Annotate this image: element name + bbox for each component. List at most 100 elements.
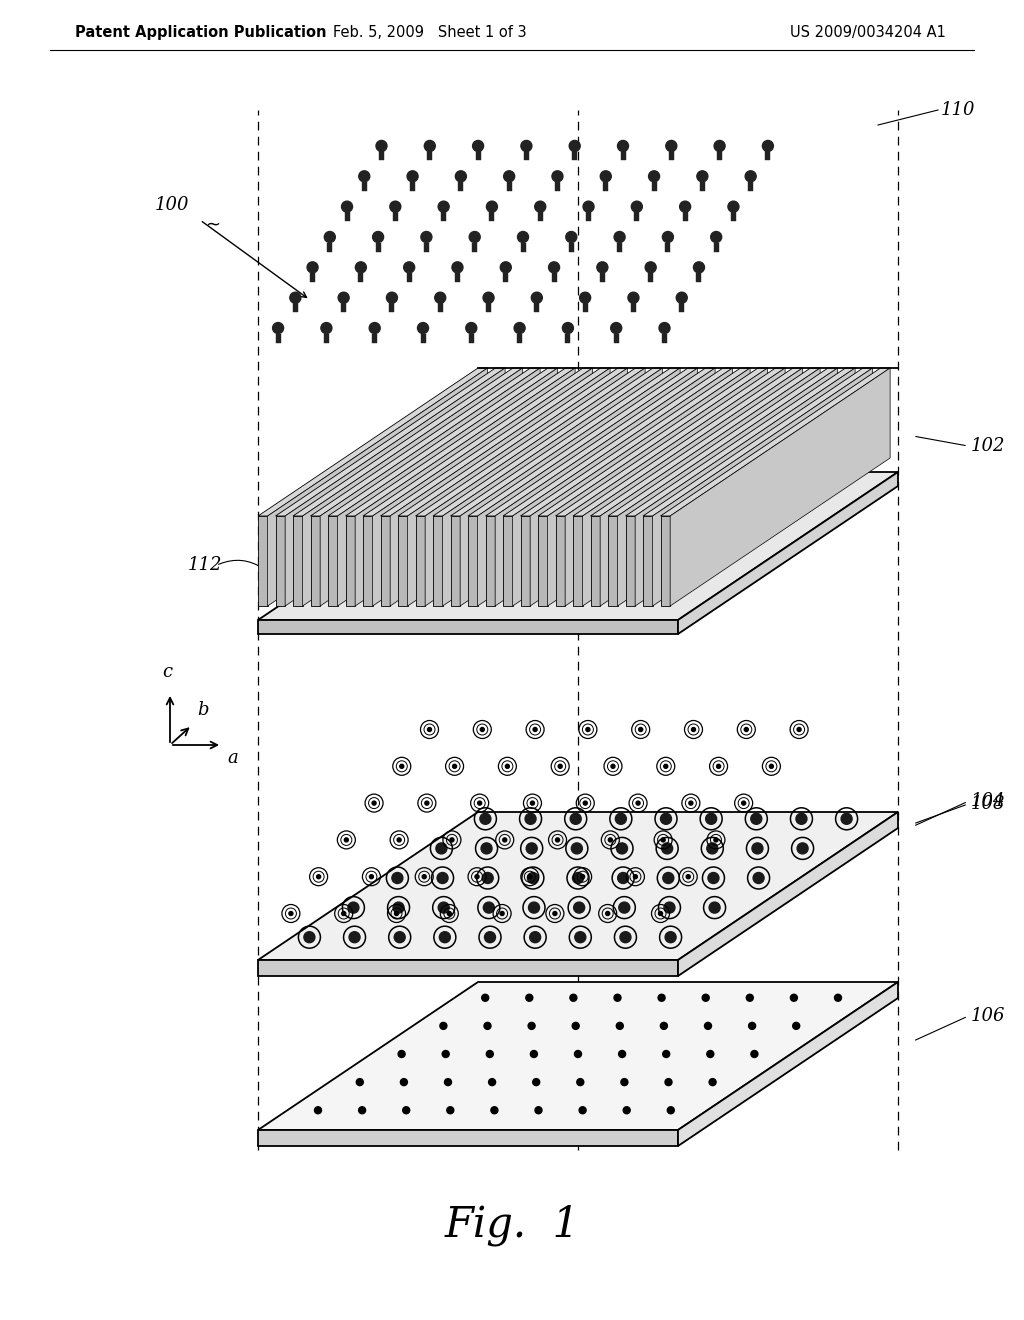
Circle shape xyxy=(664,764,668,768)
Circle shape xyxy=(636,801,640,805)
Polygon shape xyxy=(451,368,680,516)
Circle shape xyxy=(617,140,629,152)
Polygon shape xyxy=(379,152,384,161)
Circle shape xyxy=(549,261,559,273)
Circle shape xyxy=(488,1078,496,1085)
Polygon shape xyxy=(361,182,367,191)
Polygon shape xyxy=(381,368,610,516)
Circle shape xyxy=(408,170,418,182)
Circle shape xyxy=(707,843,718,854)
Polygon shape xyxy=(535,304,540,313)
Polygon shape xyxy=(538,213,543,222)
Text: 110: 110 xyxy=(941,102,976,119)
Circle shape xyxy=(666,140,677,152)
Polygon shape xyxy=(358,273,364,282)
Polygon shape xyxy=(328,243,333,252)
Circle shape xyxy=(686,875,690,879)
Polygon shape xyxy=(468,516,477,606)
Circle shape xyxy=(618,1051,626,1057)
Circle shape xyxy=(663,231,674,243)
Circle shape xyxy=(714,140,725,152)
Text: Feb. 5, 2009   Sheet 1 of 3: Feb. 5, 2009 Sheet 1 of 3 xyxy=(333,25,526,40)
Circle shape xyxy=(534,727,538,731)
Circle shape xyxy=(421,231,432,243)
Circle shape xyxy=(386,292,397,304)
Polygon shape xyxy=(310,273,315,282)
Circle shape xyxy=(486,201,498,213)
Polygon shape xyxy=(586,213,591,222)
Circle shape xyxy=(663,873,674,883)
Polygon shape xyxy=(393,213,398,222)
Polygon shape xyxy=(275,334,281,343)
Circle shape xyxy=(572,873,584,883)
Circle shape xyxy=(580,292,591,304)
Polygon shape xyxy=(683,213,688,222)
Polygon shape xyxy=(651,182,656,191)
Polygon shape xyxy=(538,516,548,606)
Circle shape xyxy=(639,727,643,731)
Circle shape xyxy=(745,170,756,182)
Circle shape xyxy=(527,875,531,879)
Circle shape xyxy=(506,764,509,768)
Circle shape xyxy=(490,1106,498,1114)
Polygon shape xyxy=(469,334,474,343)
Polygon shape xyxy=(648,273,653,282)
Polygon shape xyxy=(591,368,820,516)
Circle shape xyxy=(562,322,573,334)
Text: 112: 112 xyxy=(188,557,222,574)
Circle shape xyxy=(572,1023,580,1030)
Polygon shape xyxy=(275,516,285,606)
Polygon shape xyxy=(572,152,578,161)
Circle shape xyxy=(697,170,708,182)
Circle shape xyxy=(621,1078,628,1085)
Circle shape xyxy=(342,912,346,916)
Polygon shape xyxy=(583,368,803,606)
Polygon shape xyxy=(660,516,670,606)
Circle shape xyxy=(437,873,449,883)
Polygon shape xyxy=(617,368,838,606)
Circle shape xyxy=(628,292,639,304)
Polygon shape xyxy=(258,812,898,960)
Circle shape xyxy=(691,727,695,731)
Polygon shape xyxy=(669,152,674,161)
Circle shape xyxy=(658,912,663,916)
Circle shape xyxy=(574,1051,582,1057)
Polygon shape xyxy=(530,368,751,606)
Text: 108: 108 xyxy=(971,795,1006,813)
Polygon shape xyxy=(275,368,505,516)
Polygon shape xyxy=(631,304,636,313)
Circle shape xyxy=(477,801,481,805)
Circle shape xyxy=(370,875,374,879)
Circle shape xyxy=(480,813,490,824)
Circle shape xyxy=(528,902,540,913)
Polygon shape xyxy=(460,368,680,606)
Circle shape xyxy=(535,1106,542,1114)
Circle shape xyxy=(835,994,842,1002)
Polygon shape xyxy=(362,368,593,516)
Circle shape xyxy=(714,838,718,842)
Circle shape xyxy=(402,1106,410,1114)
Circle shape xyxy=(791,994,798,1002)
Circle shape xyxy=(535,201,546,213)
Circle shape xyxy=(525,994,532,1002)
Circle shape xyxy=(356,1078,364,1085)
Polygon shape xyxy=(717,152,722,161)
Circle shape xyxy=(480,727,484,731)
Polygon shape xyxy=(293,368,522,516)
Circle shape xyxy=(600,170,611,182)
Text: 106: 106 xyxy=(971,1007,1006,1026)
Polygon shape xyxy=(608,516,617,606)
Polygon shape xyxy=(328,368,558,516)
Circle shape xyxy=(648,170,659,182)
Circle shape xyxy=(370,322,380,334)
Circle shape xyxy=(503,838,507,842)
Polygon shape xyxy=(489,213,495,222)
Polygon shape xyxy=(643,516,652,606)
Polygon shape xyxy=(583,304,588,313)
Polygon shape xyxy=(679,304,684,313)
Circle shape xyxy=(483,292,494,304)
Circle shape xyxy=(753,873,764,883)
Polygon shape xyxy=(258,516,267,606)
Polygon shape xyxy=(321,368,540,606)
Polygon shape xyxy=(408,368,628,606)
